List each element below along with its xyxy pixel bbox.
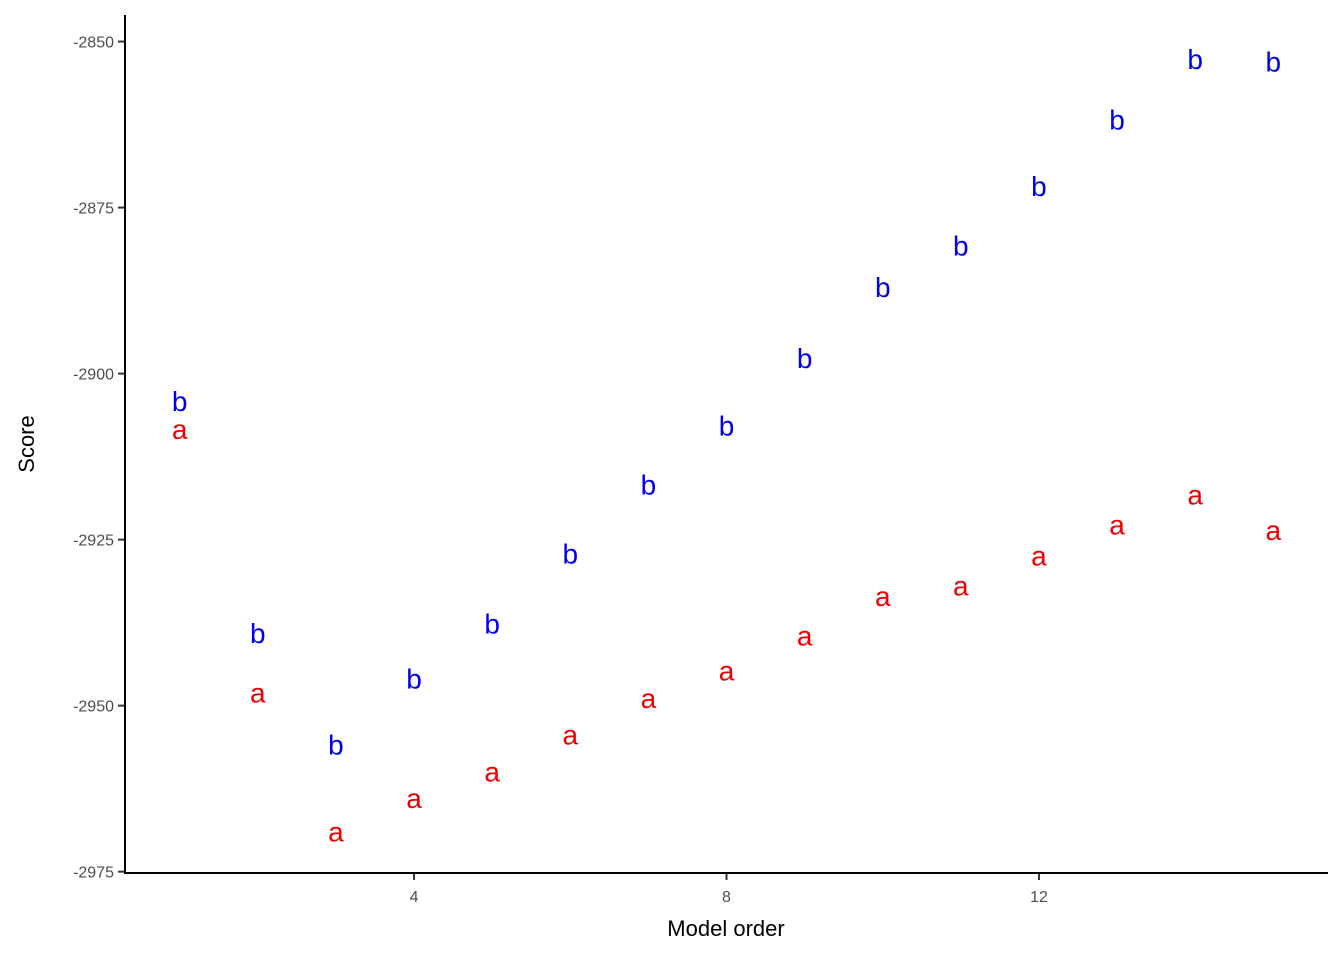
point-a: a bbox=[1266, 515, 1282, 546]
point-b: b bbox=[641, 470, 657, 501]
point-a: a bbox=[172, 414, 188, 445]
point-b: b bbox=[1266, 47, 1282, 78]
y-tick-label: -2900 bbox=[73, 367, 114, 384]
point-b: b bbox=[719, 411, 735, 442]
point-b: b bbox=[1031, 171, 1047, 202]
point-b: b bbox=[172, 386, 188, 417]
point-b: b bbox=[484, 608, 500, 639]
x-axis-ticks: 4 8 12 bbox=[410, 873, 1048, 906]
point-a: a bbox=[406, 783, 422, 814]
y-tick-label: -2850 bbox=[73, 35, 114, 52]
y-tick-label: -2975 bbox=[73, 865, 114, 882]
point-a: a bbox=[328, 816, 344, 847]
point-b: b bbox=[406, 664, 422, 695]
x-tick-label: 8 bbox=[722, 889, 731, 906]
x-tick-label: 12 bbox=[1030, 889, 1048, 906]
y-tick-label: -2875 bbox=[73, 201, 114, 218]
point-b: b bbox=[797, 343, 813, 374]
point-b: b bbox=[1109, 104, 1125, 135]
point-b: b bbox=[562, 539, 578, 570]
point-a: a bbox=[797, 620, 813, 651]
point-a: a bbox=[1031, 541, 1047, 572]
point-a: a bbox=[953, 571, 969, 602]
point-b: b bbox=[875, 272, 891, 303]
y-tick-label: -2925 bbox=[73, 533, 114, 550]
y-tick-label: -2950 bbox=[73, 699, 114, 716]
point-a: a bbox=[562, 719, 578, 750]
y-axis-title: Score bbox=[14, 415, 39, 472]
x-tick-label: 4 bbox=[410, 889, 419, 906]
point-b: b bbox=[328, 729, 344, 760]
point-a: a bbox=[875, 581, 891, 612]
point-a: a bbox=[484, 757, 500, 788]
point-a: a bbox=[1187, 480, 1203, 511]
point-b: b bbox=[953, 231, 969, 262]
point-b: b bbox=[1187, 44, 1203, 75]
point-b: b bbox=[250, 618, 266, 649]
point-a: a bbox=[250, 678, 266, 709]
y-axis-ticks: -2850 -2875 -2900 -2925 -2950 -2975 bbox=[73, 35, 125, 882]
point-a: a bbox=[641, 683, 657, 714]
point-a: a bbox=[719, 656, 735, 687]
point-a: a bbox=[1109, 510, 1125, 541]
x-axis-title: Model order bbox=[667, 916, 784, 941]
